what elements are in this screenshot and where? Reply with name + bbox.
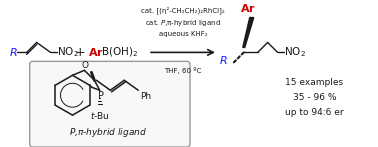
Text: 15 examples: 15 examples (285, 78, 344, 87)
Text: 35 - 96 %: 35 - 96 % (293, 93, 336, 102)
Text: NO$_2$: NO$_2$ (284, 45, 305, 59)
Text: cat. [(η²-CH₂CH₂)₂RhCl]₂: cat. [(η²-CH₂CH₂)₂RhCl]₂ (141, 7, 225, 14)
Polygon shape (243, 17, 254, 47)
Text: $\it{R}$: $\it{R}$ (9, 46, 17, 58)
Text: THF, 60 ºC: THF, 60 ºC (164, 67, 202, 74)
Text: $\bf{Ar}$: $\bf{Ar}$ (240, 2, 256, 14)
Text: B(OH)$_2$: B(OH)$_2$ (101, 46, 138, 59)
Text: up to 94:6 er: up to 94:6 er (285, 108, 344, 117)
FancyBboxPatch shape (29, 61, 190, 147)
Text: $P$,π-hybrid ligand: $P$,π-hybrid ligand (69, 126, 147, 139)
Text: $\bf{Ar}$: $\bf{Ar}$ (88, 46, 104, 58)
Text: P: P (98, 91, 104, 101)
Text: $\it{R}$: $\it{R}$ (219, 54, 228, 66)
Text: $t$-Bu: $t$-Bu (90, 110, 110, 121)
Text: NO$_2$: NO$_2$ (57, 45, 78, 59)
Text: Ph: Ph (140, 92, 151, 101)
Text: +: + (74, 46, 85, 59)
Text: O: O (82, 61, 89, 70)
Text: aqueous KHF₂: aqueous KHF₂ (159, 31, 208, 37)
Text: cat. $P$,π-hybrid ligand: cat. $P$,π-hybrid ligand (145, 17, 221, 27)
